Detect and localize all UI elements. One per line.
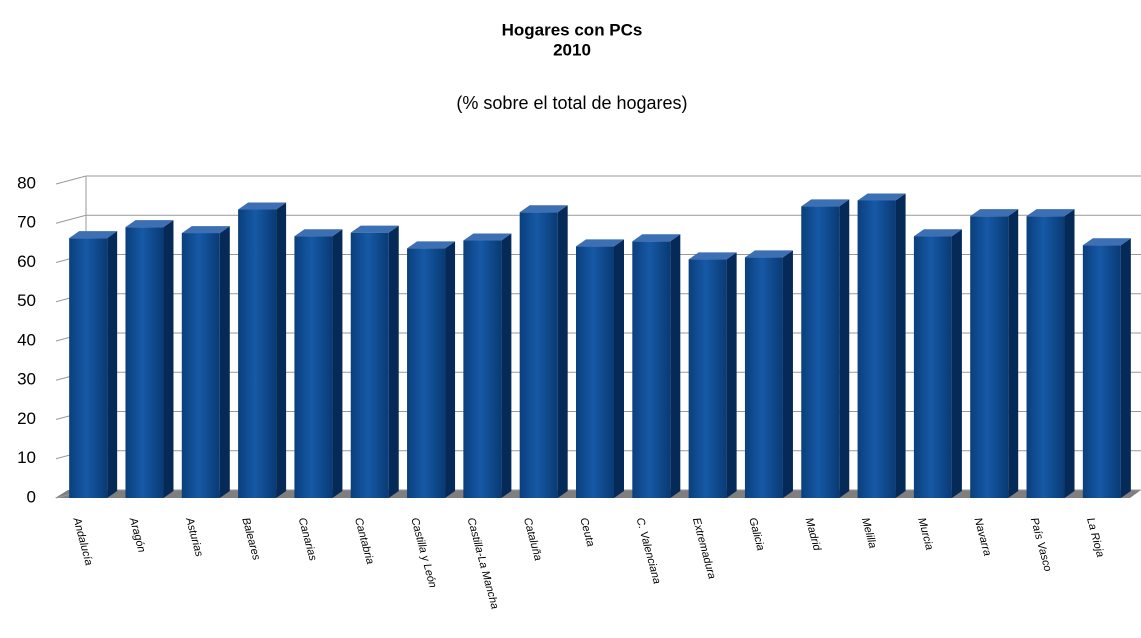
y-tick-label: 80 bbox=[17, 173, 36, 192]
y-tick-label: 0 bbox=[27, 487, 36, 506]
x-tick-label: Castilla-La Mancha bbox=[465, 516, 501, 610]
bar bbox=[576, 246, 614, 498]
y-tick-label: 10 bbox=[17, 448, 36, 467]
bar-side bbox=[219, 226, 230, 498]
y-tick-label: 60 bbox=[17, 252, 36, 271]
bar-side bbox=[501, 233, 512, 498]
chart-subtitle: (% sobre el total de hogares) bbox=[456, 93, 687, 113]
bar-top bbox=[125, 220, 174, 228]
y-tick-label: 30 bbox=[17, 370, 36, 389]
bar-side bbox=[332, 229, 343, 498]
y-tick-label: 70 bbox=[17, 213, 36, 232]
bar bbox=[632, 241, 671, 498]
bar-side bbox=[276, 202, 287, 498]
x-tick-label: Asturias bbox=[183, 515, 205, 558]
x-tick-label: Galicia bbox=[746, 516, 766, 552]
bar-top bbox=[970, 209, 1019, 217]
bar-side bbox=[614, 239, 624, 498]
bar-top bbox=[801, 199, 850, 207]
bar-top bbox=[688, 252, 737, 260]
bar-side bbox=[895, 193, 906, 499]
tick-diagonal bbox=[55, 214, 87, 224]
bar bbox=[407, 248, 446, 498]
tick-diagonal bbox=[55, 175, 87, 185]
bar-top bbox=[69, 231, 118, 239]
bar-top bbox=[407, 241, 456, 249]
x-tick-label: Castilla y León bbox=[408, 516, 438, 589]
bar bbox=[801, 206, 840, 498]
x-tick-label: Navarra bbox=[972, 516, 994, 557]
bar bbox=[970, 216, 1009, 498]
bar bbox=[125, 227, 164, 499]
x-tick-label: La Rioja bbox=[1084, 516, 1106, 558]
bar bbox=[1026, 216, 1065, 498]
bar-side bbox=[1008, 209, 1019, 498]
x-tick-label: Cantabria bbox=[352, 516, 376, 565]
x-tick-label: Murcia bbox=[915, 516, 935, 551]
x-tick-label: Andalucía bbox=[70, 515, 95, 566]
bar bbox=[69, 238, 108, 499]
bar bbox=[1082, 245, 1121, 498]
bar bbox=[688, 259, 727, 498]
bar-side bbox=[951, 229, 962, 498]
bar bbox=[238, 209, 277, 498]
bar bbox=[913, 236, 952, 498]
bar-side bbox=[782, 250, 793, 498]
x-tick-label: País Vasco bbox=[1028, 516, 1054, 572]
x-tick-label: Baleares bbox=[239, 516, 262, 562]
x-tick-label: C. Valenciana bbox=[634, 516, 663, 585]
bar-top bbox=[1026, 209, 1075, 217]
bar-top bbox=[857, 193, 906, 201]
y-tick-label: 40 bbox=[17, 330, 36, 349]
chart-title-year: 2010 bbox=[553, 40, 591, 59]
bar-side bbox=[107, 231, 118, 499]
bar-top bbox=[576, 239, 624, 247]
bar-top bbox=[519, 205, 568, 213]
bar-side bbox=[670, 234, 681, 498]
bar-top bbox=[463, 233, 512, 241]
bar-side bbox=[1064, 209, 1075, 498]
bar-top bbox=[913, 229, 962, 237]
x-tick-label: Extremadura bbox=[690, 516, 718, 580]
y-tick-label: 20 bbox=[17, 409, 36, 428]
x-tick-label: Melilla bbox=[859, 516, 879, 549]
x-tick-label: Aragón bbox=[127, 515, 148, 553]
bar bbox=[857, 200, 896, 499]
y-tick-label: 50 bbox=[17, 291, 36, 310]
bar-side bbox=[445, 241, 456, 498]
bar bbox=[181, 233, 220, 498]
bar-side bbox=[1120, 238, 1131, 499]
bar-top bbox=[744, 250, 793, 258]
bar-top bbox=[1082, 238, 1131, 246]
bar bbox=[519, 212, 558, 498]
bar-top bbox=[350, 225, 399, 233]
bar bbox=[350, 232, 389, 499]
bar bbox=[294, 236, 333, 498]
bar-top bbox=[238, 202, 287, 210]
bar-side bbox=[163, 220, 174, 499]
x-tick-label: Ceuta bbox=[577, 516, 596, 547]
bar-top bbox=[632, 234, 681, 242]
bar-side bbox=[388, 225, 399, 499]
x-tick-label: Cataluña bbox=[521, 516, 544, 562]
chart-title: Hogares con PCs bbox=[502, 20, 643, 39]
bar-top bbox=[181, 226, 230, 234]
bar-side bbox=[557, 205, 568, 498]
bar bbox=[744, 257, 783, 498]
bar-side bbox=[726, 252, 737, 498]
x-tick-label: Canarias bbox=[296, 516, 319, 562]
x-tick-label: Madrid bbox=[803, 516, 824, 552]
bar-top bbox=[294, 229, 343, 237]
bar bbox=[463, 240, 502, 498]
bar-side bbox=[839, 199, 850, 498]
